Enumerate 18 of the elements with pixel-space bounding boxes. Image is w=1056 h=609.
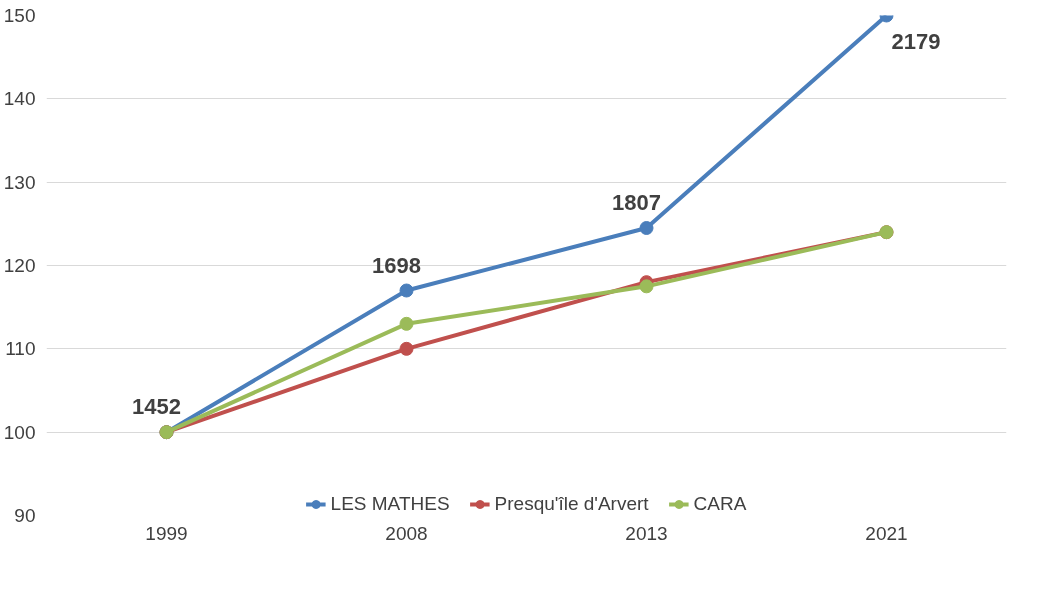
y-tick-label: 90 xyxy=(14,505,36,526)
x-tick-label: 1999 xyxy=(145,522,188,544)
legend-label: LES MATHES xyxy=(330,493,450,515)
x-tick-label: 2008 xyxy=(385,522,428,544)
annotation: 1807 xyxy=(612,190,661,215)
y-tick-label: 120 xyxy=(3,255,36,276)
legend-label: CARA xyxy=(693,493,747,515)
x-tick-label: 2021 xyxy=(865,522,908,544)
x-tick-label: 2013 xyxy=(625,522,668,544)
annotation: 2179 xyxy=(891,28,941,54)
y-tick-label: 100 xyxy=(3,421,36,443)
annotation: 1698 xyxy=(372,252,421,278)
y-tick-label: 110 xyxy=(5,338,36,360)
annotation: 1452 xyxy=(132,394,181,420)
legend-label: Presqu'île d'Arvert xyxy=(494,493,649,515)
y-tick-label: 140 xyxy=(3,88,36,110)
y-tick-label: 150 xyxy=(3,5,36,26)
y-tick-label: 130 xyxy=(3,171,36,193)
